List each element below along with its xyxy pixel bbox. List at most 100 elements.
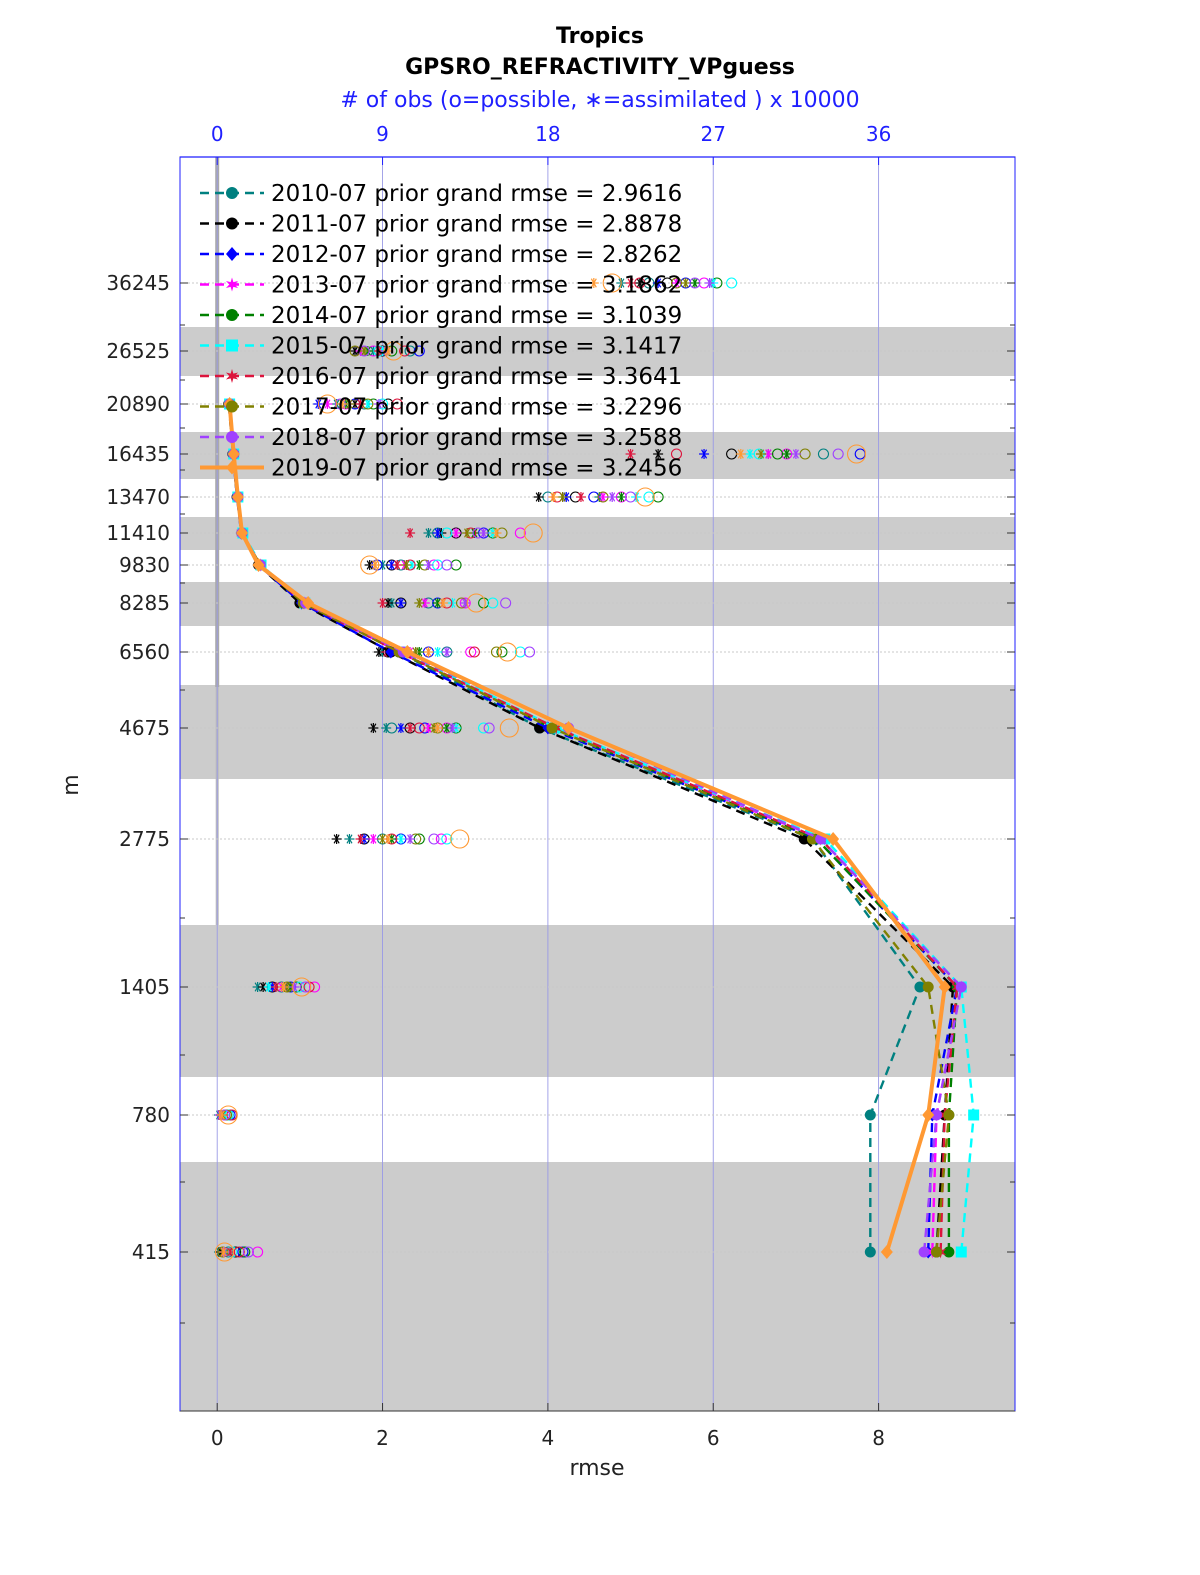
level-band <box>180 685 1015 779</box>
assimilated-obs-marker <box>781 449 792 459</box>
series-point <box>880 1245 893 1259</box>
y-tick-label: 36245 <box>106 271 170 295</box>
level-band <box>180 432 1015 479</box>
legend-marker <box>226 339 238 352</box>
assimilated-obs-marker <box>625 278 636 288</box>
assimilated-obs-marker <box>392 560 403 570</box>
legend-label: 2019-07 prior grand rmse = 3.2456 <box>271 456 682 482</box>
possible-obs-marker <box>450 559 462 571</box>
possible-obs-marker <box>500 597 512 609</box>
assimilated-obs-marker <box>735 449 746 459</box>
possible-obs-marker <box>362 398 374 410</box>
possible-obs-marker <box>523 523 543 543</box>
assimilated-obs-marker <box>364 560 375 570</box>
x-tick-label: 8 <box>872 1426 885 1450</box>
legend-marker <box>226 309 238 321</box>
y-tick-label: 6560 <box>119 640 170 664</box>
top-tick-label: 27 <box>701 122 726 146</box>
possible-obs-marker <box>689 277 701 289</box>
series-point <box>227 447 240 461</box>
level-band <box>180 925 1015 1077</box>
axes: 0 2 4 6 8 0 9 18 27 36 415 780 1405 2775 4675 6560 8285 9… <box>106 122 1016 1450</box>
series-point <box>955 981 967 993</box>
y-tick-label: 415 <box>132 1240 170 1264</box>
possible-obs-marker <box>239 1246 251 1258</box>
assimilated-obs-marker <box>383 346 394 356</box>
assimilated-obs-marker <box>548 492 559 502</box>
assimilated-obs-marker <box>699 449 710 459</box>
assimilated-obs-marker <box>349 346 360 356</box>
possible-obs-marker <box>292 977 312 997</box>
possible-obs-marker <box>499 718 519 738</box>
assimilated-obs-marker <box>216 1110 227 1120</box>
assimilated-obs-marker <box>405 528 416 538</box>
assimilated-obs-marker <box>557 492 568 502</box>
legend-entry: 2017-07 prior grand rmse = 3.2296 <box>200 395 682 421</box>
assimilated-obs-marker <box>373 346 384 356</box>
y-axis-label: m <box>59 774 84 795</box>
legend-label: 2016-07 prior grand rmse = 3.3641 <box>271 364 682 390</box>
possible-obs-marker <box>514 646 526 658</box>
series-lines <box>223 397 980 1259</box>
legend-marker <box>226 431 238 443</box>
series-line <box>227 403 955 1253</box>
assimilated-obs-marker <box>355 399 366 409</box>
series-point <box>252 558 265 572</box>
possible-obs-marker <box>441 833 453 845</box>
y-tick-label: 4675 <box>119 716 170 740</box>
possible-obs-marker <box>441 559 453 571</box>
assimilated-obs-marker <box>344 399 355 409</box>
assimilated-obs-marker <box>337 399 348 409</box>
assimilated-obs-marker <box>405 834 416 844</box>
possible-obs-marker <box>726 277 738 289</box>
series-point <box>968 1109 980 1121</box>
possible-obs-marker <box>483 722 495 734</box>
assimilated-obs-marker <box>653 278 664 288</box>
legend-entry: 2018-07 prior grand rmse = 3.2588 <box>200 425 682 451</box>
assimilated-obs-marker <box>278 982 289 992</box>
series-point <box>914 981 926 993</box>
possible-obs-marker <box>478 722 490 734</box>
assimilated-obs-marker <box>432 723 443 733</box>
y-tick-label: 11410 <box>106 521 170 545</box>
possible-obs-marker <box>635 487 655 507</box>
possible-obs-marker <box>602 273 622 293</box>
y-tick-label: 16435 <box>106 442 170 466</box>
series-point <box>827 832 840 846</box>
possible-obs-marker <box>391 398 403 410</box>
possible-obs-marker <box>846 444 867 464</box>
assimilated-obs-marker <box>441 647 452 657</box>
series-point <box>943 1246 955 1258</box>
obs-count-markers <box>214 273 867 1262</box>
x-tick-label: 0 <box>211 1426 224 1450</box>
legend-entry: 2012-07 prior grand rmse = 2.8262 <box>200 242 682 268</box>
series-line <box>227 403 947 1253</box>
assimilated-obs-marker <box>689 278 700 288</box>
legend-label: 2012-07 prior grand rmse = 2.8262 <box>271 242 682 268</box>
assimilated-obs-marker <box>671 278 682 288</box>
possible-obs-marker <box>358 345 370 357</box>
series-point <box>922 981 934 993</box>
possible-obs-marker <box>252 1246 264 1258</box>
legend-entry: 2016-07 prior grand rmse = 3.3641 <box>200 364 682 390</box>
possible-obs-marker <box>309 981 321 993</box>
series-point <box>546 722 558 734</box>
assimilated-obs-marker <box>368 834 379 844</box>
possible-obs-marker <box>514 527 526 539</box>
assimilated-obs-marker <box>588 278 599 288</box>
assimilated-obs-marker <box>405 723 416 733</box>
series-point <box>955 1246 967 1258</box>
top-tick-label: 18 <box>535 122 560 146</box>
possible-obs-marker <box>466 593 486 613</box>
assimilated-obs-marker <box>423 647 434 657</box>
assimilated-obs-marker <box>370 560 381 570</box>
y-tick-label: 2775 <box>119 827 170 851</box>
assimilated-obs-marker <box>441 723 452 733</box>
possible-obs-marker <box>670 448 683 460</box>
assimilated-obs-marker <box>790 449 801 459</box>
y-tick-label: 13470 <box>106 485 170 509</box>
series-point <box>401 645 414 659</box>
possible-obs-marker <box>652 491 664 503</box>
assimilated-obs-marker <box>653 449 664 459</box>
